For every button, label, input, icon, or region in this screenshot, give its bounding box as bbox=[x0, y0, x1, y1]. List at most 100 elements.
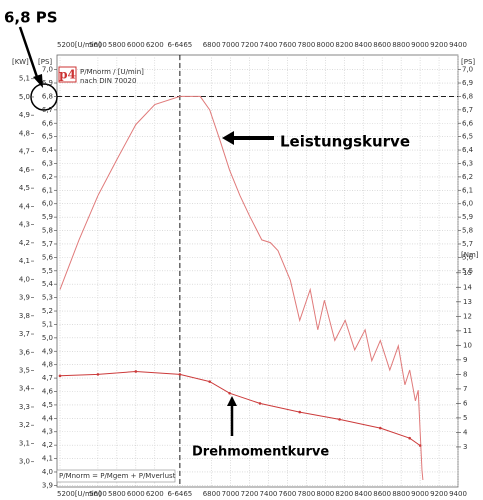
y-tick-label: 4,0 bbox=[42, 468, 53, 476]
series-point bbox=[418, 444, 422, 447]
y-tick-label: 4,5 bbox=[42, 401, 53, 409]
peak-arrow bbox=[18, 26, 40, 81]
x-tick-label: 7600 bbox=[279, 490, 297, 498]
x-tick-label: 5200[U/min] bbox=[57, 41, 101, 49]
series-point bbox=[408, 436, 411, 440]
right-tick-label: 5,7 bbox=[462, 240, 473, 248]
x-tick-label: 8400 bbox=[354, 41, 372, 49]
torque-curve-label: Drehmomentkurve bbox=[192, 445, 329, 460]
x-tick-label: 7800 bbox=[297, 41, 315, 49]
y-tick-label: 5,0 bbox=[42, 334, 53, 342]
nm-tick-label: 3 bbox=[463, 443, 467, 451]
right-tick-label: 6,0 bbox=[462, 200, 473, 208]
x-tick-label: 7800 bbox=[297, 490, 315, 498]
y-tick-label: 7,0 bbox=[42, 66, 53, 74]
series-point bbox=[58, 374, 62, 378]
right-tick-label: 5,8 bbox=[462, 227, 473, 235]
x-tick-label: 7000 bbox=[222, 490, 240, 498]
x-tick-label: 8800 bbox=[392, 41, 410, 49]
nm-tick-label: 9 bbox=[463, 356, 467, 364]
y-tick-label: 3,9 bbox=[42, 481, 53, 489]
y2-tick-label: 3,1 bbox=[19, 439, 30, 447]
x-tick-label: 9200 bbox=[430, 41, 448, 49]
y2-tick-label: 4,3 bbox=[19, 221, 30, 229]
power-curve-label: Leistungskurve bbox=[280, 133, 410, 151]
y2-tick-label: 5,1 bbox=[19, 75, 30, 83]
y-tick-label: 6,4 bbox=[42, 146, 54, 154]
x-tick-label: 8200 bbox=[335, 490, 353, 498]
right-tick-label: 6,5 bbox=[462, 133, 473, 141]
x-tick-label: 7200 bbox=[241, 41, 259, 49]
right-tick-label: 6,8 bbox=[462, 92, 473, 100]
y-tick-label: 4,7 bbox=[42, 374, 53, 382]
series-line bbox=[59, 95, 424, 481]
x-tick-label: 8400 bbox=[354, 490, 372, 498]
y-tick-label: 5,1 bbox=[42, 320, 53, 328]
y2-tick-label: 3,4 bbox=[19, 385, 31, 393]
y2-tick-label: 4,9 bbox=[19, 111, 30, 119]
y2-tick-label: 4,2 bbox=[19, 239, 30, 247]
legend-line: nach DIN 70020 bbox=[80, 77, 136, 85]
x-tick-label: 9200 bbox=[430, 490, 448, 498]
y-tick-label: 4,9 bbox=[42, 347, 53, 355]
y2-tick-label: 5,0 bbox=[19, 93, 30, 101]
y-tick-label: 4,4 bbox=[42, 414, 54, 422]
x-tick-label: 6800 bbox=[203, 41, 221, 49]
formula: P/Mnorm = P/Mgem + P/Mverlust bbox=[59, 472, 176, 480]
right-tick-label: 6,2 bbox=[462, 173, 473, 181]
y2-tick-label: 3,0 bbox=[19, 458, 30, 466]
y-tick-label: 4,1 bbox=[42, 455, 53, 463]
x-tick-label: 9400 bbox=[449, 41, 467, 49]
right-tick-label: 5,9 bbox=[462, 213, 473, 221]
x-tick-label: 6-6465 bbox=[167, 490, 192, 498]
y-tick-label: 6,6 bbox=[42, 119, 54, 127]
y-tick-label: 5,3 bbox=[42, 294, 53, 302]
y-tick-label: 5,8 bbox=[42, 227, 53, 235]
x-tick-label: 6000 bbox=[127, 41, 145, 49]
badge-box bbox=[58, 66, 77, 83]
x-tick-label: 6800 bbox=[203, 490, 221, 498]
y2-tick-label: 3,2 bbox=[19, 421, 30, 429]
y-tick-label: 5,7 bbox=[42, 240, 53, 248]
x-tick-label: 7400 bbox=[260, 41, 278, 49]
x-tick-label: 7000 bbox=[222, 41, 240, 49]
badge: p4 bbox=[59, 68, 76, 82]
y-tick-label: 6,3 bbox=[42, 159, 53, 167]
right-axis-label: [PS] bbox=[461, 58, 475, 66]
y2-tick-label: 4,6 bbox=[19, 166, 31, 174]
y2-tick-label: 4,0 bbox=[19, 275, 30, 283]
nm-tick-label: 4 bbox=[463, 428, 468, 436]
x-tick-label: 8600 bbox=[373, 490, 391, 498]
right-tick-label: 6,3 bbox=[462, 159, 473, 167]
nm-tick-label: 8 bbox=[463, 370, 467, 378]
nm-tick-label: 13 bbox=[463, 298, 472, 306]
right-tick-label: 7,0 bbox=[462, 66, 473, 74]
x-tick-label: 5800 bbox=[108, 41, 126, 49]
x-tick-label: 5800 bbox=[108, 490, 126, 498]
y-tick-label: 6,2 bbox=[42, 173, 53, 181]
series-point bbox=[298, 410, 302, 414]
x-tick-label: 9400 bbox=[449, 490, 467, 498]
y-tick-label: 6,5 bbox=[42, 133, 53, 141]
peak-label: 6,8 PS bbox=[4, 9, 58, 27]
y-tick-label: 6,9 bbox=[42, 79, 53, 87]
x-tick-label: 6200 bbox=[146, 41, 164, 49]
y-tick-label: 6,7 bbox=[42, 106, 53, 114]
y-tick-label: 5,9 bbox=[42, 213, 53, 221]
y2-tick-label: 3,8 bbox=[19, 312, 30, 320]
y-tick-label: 6,0 bbox=[42, 200, 53, 208]
x-tick-label: 6-6465 bbox=[167, 41, 192, 49]
y-tick-label: 4,6 bbox=[42, 388, 54, 396]
nm-tick-label: 5 bbox=[463, 414, 467, 422]
x-tick-label: 7600 bbox=[279, 41, 297, 49]
series-point bbox=[96, 373, 100, 376]
y-axis-label: [PS] bbox=[38, 58, 52, 66]
right-tick-label: 6,6 bbox=[462, 119, 474, 127]
y2-tick-label: 4,5 bbox=[19, 184, 30, 192]
y-tick-label: 6,1 bbox=[42, 186, 53, 194]
x-tick-label: 8000 bbox=[316, 490, 334, 498]
x-tick-label: 9000 bbox=[411, 490, 429, 498]
x-tick-label: 8200 bbox=[335, 41, 353, 49]
y2-tick-label: 3,6 bbox=[19, 348, 31, 356]
